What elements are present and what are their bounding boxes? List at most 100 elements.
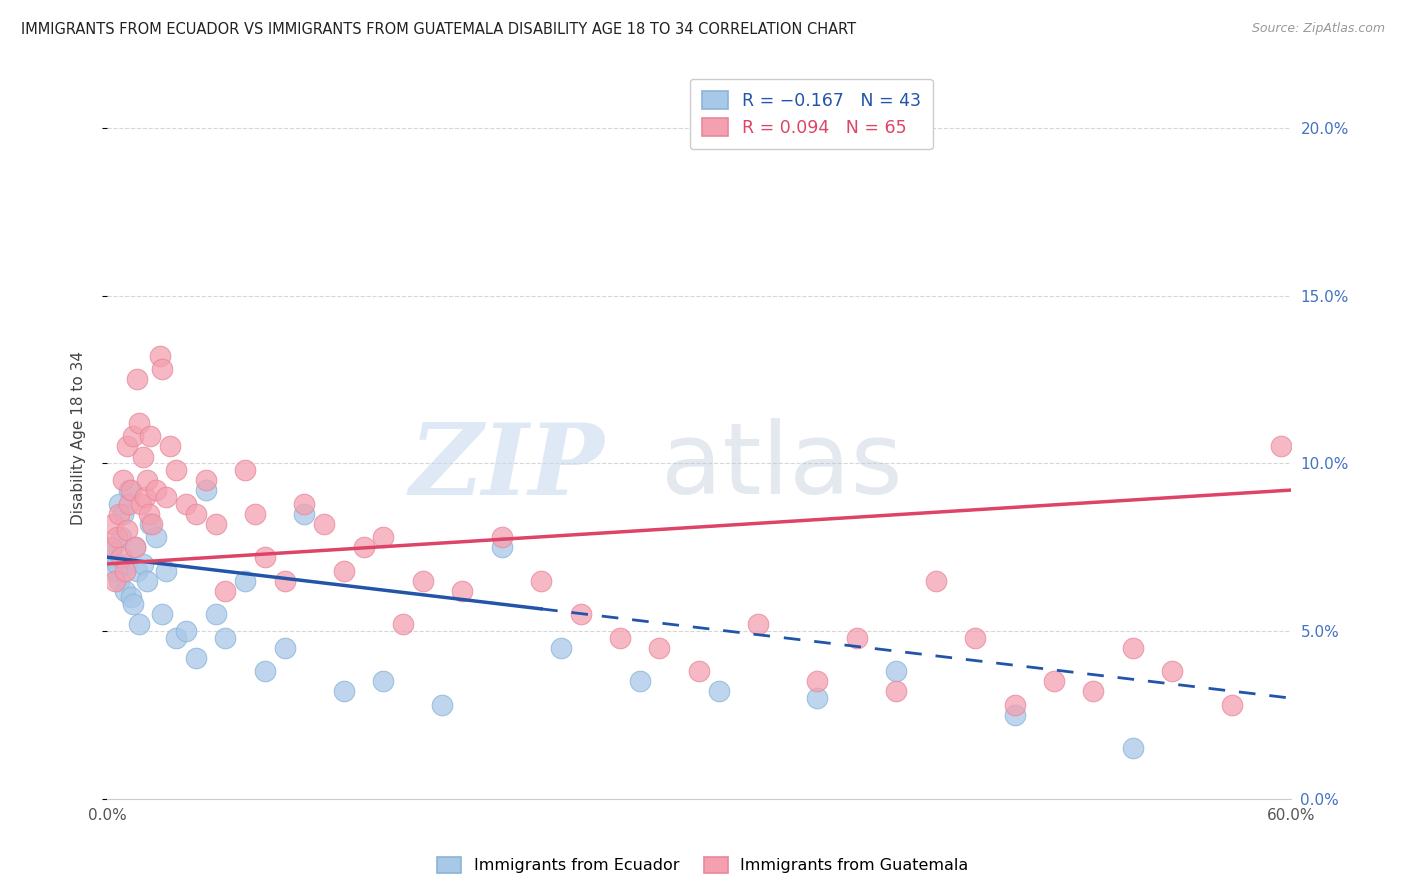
Point (120, 591, 142, 605)
Point (150, 362, 173, 376)
Point (253, 550, 276, 565)
Point (273, 574, 295, 588)
Point (138, 507, 160, 521)
Point (135, 574, 157, 588)
Point (1122, 640, 1144, 655)
Point (174, 496, 197, 510)
Point (120, 483, 142, 497)
Point (491, 530, 513, 544)
Point (491, 540, 513, 554)
Point (139, 516, 162, 531)
Point (108, 507, 131, 521)
Point (131, 450, 153, 464)
Point (1043, 674, 1066, 689)
Point (115, 524, 138, 538)
Point (121, 429, 143, 443)
Point (214, 583, 236, 598)
Point (155, 490, 177, 504)
Point (214, 631, 236, 645)
Point (253, 665, 276, 679)
Point (707, 684, 730, 698)
Point (1004, 698, 1026, 712)
Text: atlas: atlas (661, 418, 903, 516)
Point (104, 574, 127, 588)
Point (174, 624, 197, 638)
Point (884, 684, 907, 698)
Point (1161, 665, 1184, 679)
Point (105, 557, 128, 571)
Point (145, 530, 167, 544)
Legend: R = −0.167   N = 43, R = 0.094   N = 65: R = −0.167 N = 43, R = 0.094 N = 65 (689, 78, 932, 149)
Point (965, 631, 987, 645)
Point (204, 607, 226, 622)
Point (118, 496, 141, 510)
Point (333, 564, 356, 578)
Point (104, 564, 127, 578)
Point (150, 607, 173, 622)
Point (114, 564, 136, 578)
Point (115, 440, 138, 454)
Point (333, 684, 356, 698)
Point (184, 650, 207, 665)
Point (1220, 698, 1243, 712)
Point (292, 496, 315, 510)
Point (292, 507, 315, 521)
Point (125, 372, 148, 386)
Point (233, 574, 256, 588)
Point (845, 631, 868, 645)
Point (115, 557, 138, 571)
Point (1004, 707, 1026, 722)
Point (609, 631, 631, 645)
Point (155, 564, 177, 578)
Point (165, 463, 187, 477)
Point (806, 674, 828, 689)
Point (105, 530, 128, 544)
Point (412, 574, 434, 588)
Point (373, 530, 395, 544)
Point (114, 583, 136, 598)
Point (159, 440, 181, 454)
Point (128, 617, 150, 632)
Point (392, 617, 415, 632)
Point (124, 540, 146, 554)
Point (194, 483, 217, 497)
Point (108, 496, 131, 510)
Point (110, 530, 132, 544)
Legend: Immigrants from Ecuador, Immigrants from Guatemala: Immigrants from Ecuador, Immigrants from… (432, 850, 974, 880)
Point (806, 691, 828, 706)
Point (204, 516, 226, 531)
Point (1083, 684, 1105, 698)
Y-axis label: Disability Age 18 to 34: Disability Age 18 to 34 (72, 351, 86, 525)
Point (141, 516, 163, 531)
Point (550, 640, 572, 655)
Point (111, 473, 134, 487)
Point (149, 349, 172, 363)
Point (373, 674, 395, 689)
Point (1270, 440, 1292, 454)
Point (145, 483, 167, 497)
Point (139, 429, 162, 443)
Point (1122, 741, 1144, 756)
Point (924, 574, 946, 588)
Point (165, 631, 187, 645)
Point (233, 463, 256, 477)
Point (110, 550, 132, 565)
Point (111, 507, 134, 521)
Point (747, 617, 769, 632)
Point (101, 540, 124, 554)
Point (273, 640, 295, 655)
Point (100, 540, 122, 554)
Point (353, 540, 375, 554)
Point (184, 507, 207, 521)
Point (134, 490, 156, 504)
Point (118, 483, 141, 497)
Point (131, 557, 153, 571)
Point (108, 574, 131, 588)
Point (451, 583, 474, 598)
Text: ZIP: ZIP (409, 418, 605, 516)
Point (243, 507, 266, 521)
Point (128, 416, 150, 430)
Point (884, 665, 907, 679)
Point (125, 564, 148, 578)
Point (530, 574, 553, 588)
